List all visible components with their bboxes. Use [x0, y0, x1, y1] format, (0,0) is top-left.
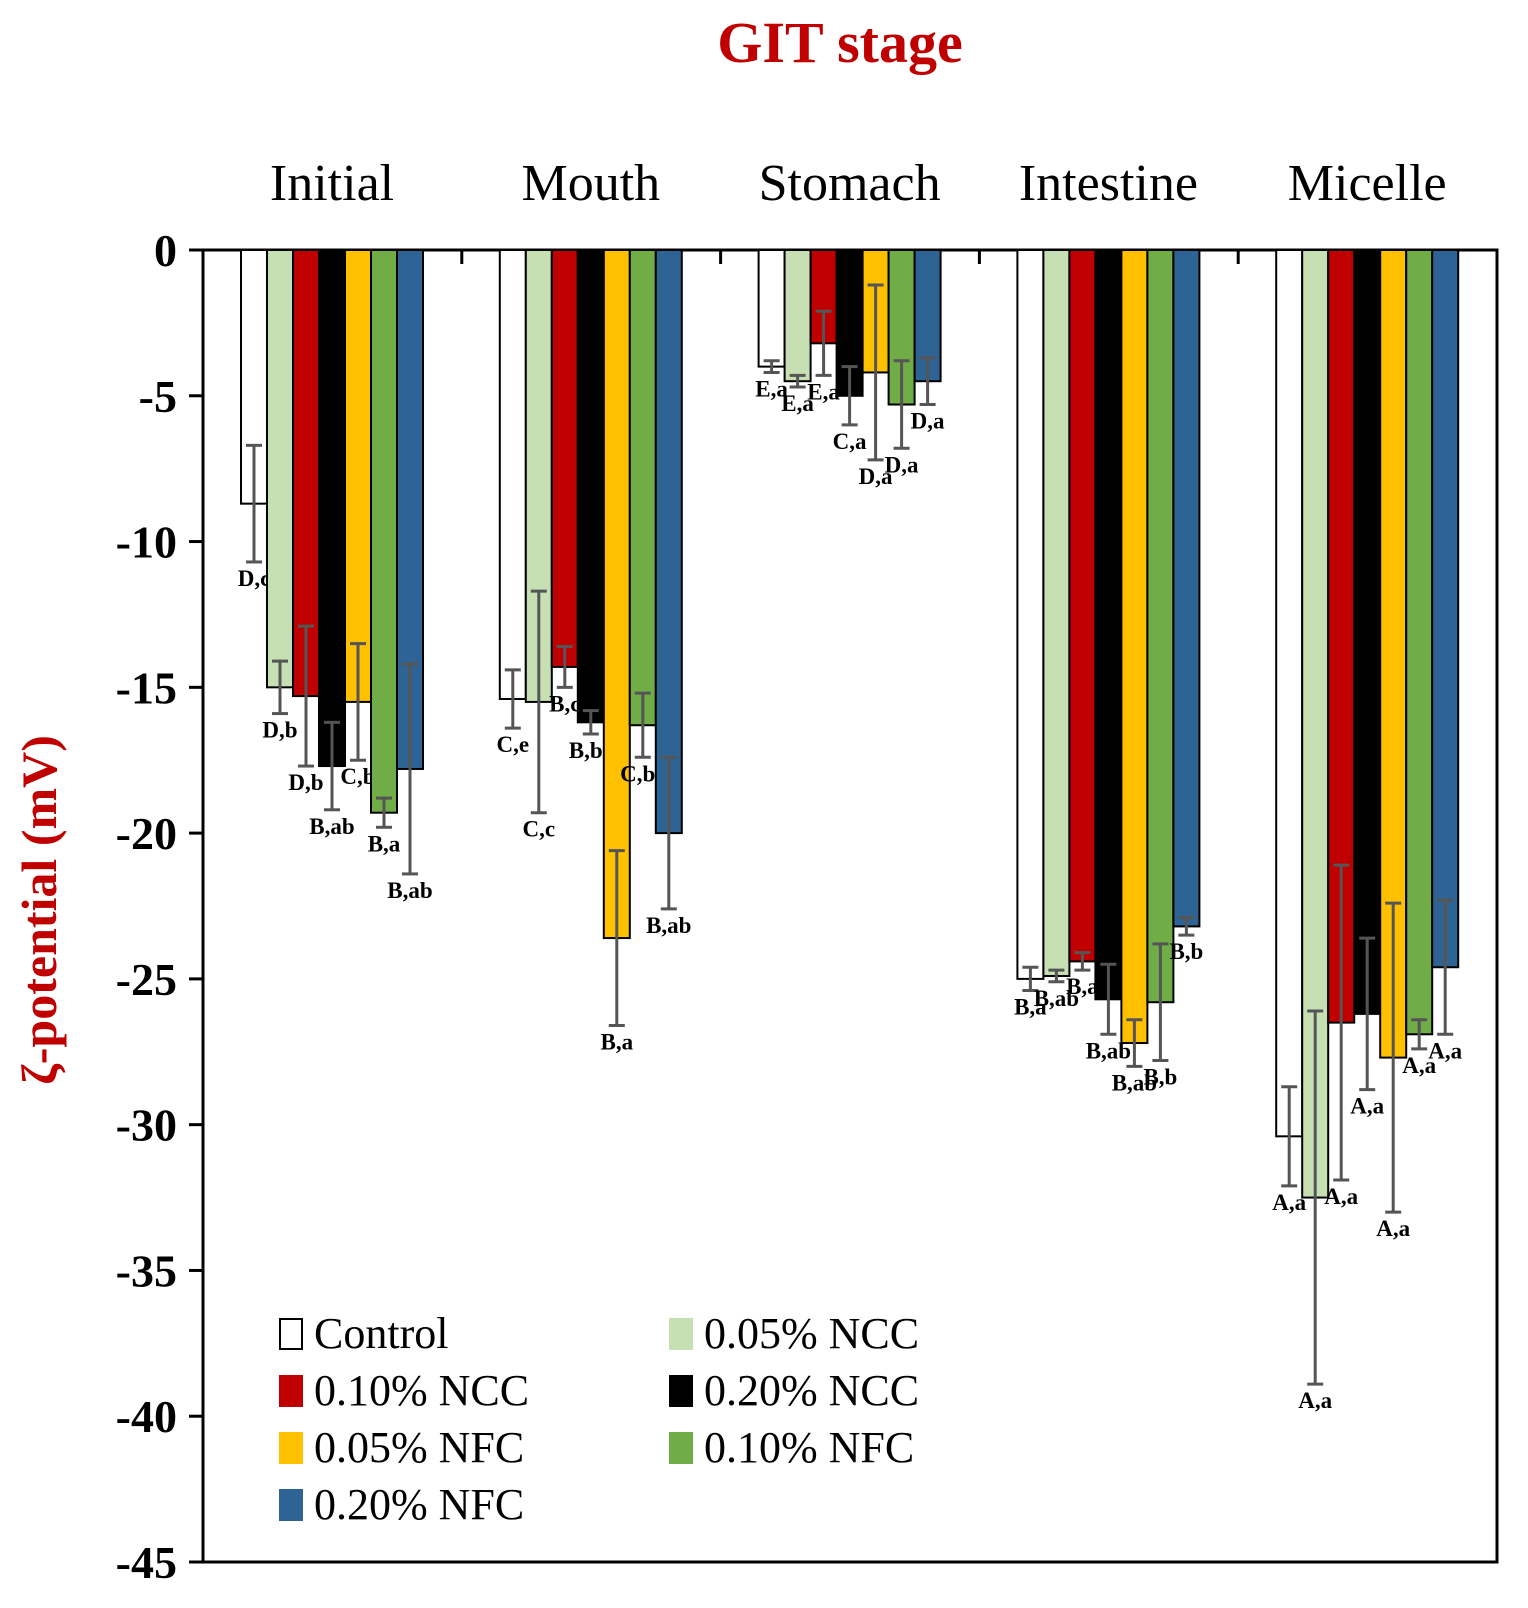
legend-label: 0.20% NCC [704, 1366, 919, 1415]
data-label: E,a [755, 376, 788, 401]
data-label: B,ab [387, 878, 432, 903]
data-label: A,a [1402, 1053, 1436, 1078]
bar [1431, 249, 1460, 969]
data-label: A,a [1298, 1388, 1332, 1413]
y-tick-label: 0 [154, 225, 177, 276]
y-tick-label: -35 [116, 1245, 177, 1296]
data-label: B,ab [1112, 1070, 1157, 1095]
legend-label: Control [314, 1309, 448, 1358]
legend-label: 0.10% NFC [704, 1423, 914, 1472]
legend-label: 0.10% NCC [314, 1366, 529, 1415]
bar [498, 249, 527, 700]
bar [1172, 249, 1201, 928]
y-tick-label: -15 [116, 662, 177, 713]
y-axis-label: ζ-potential (mV) [11, 735, 67, 1085]
bar [602, 249, 631, 940]
bar [550, 249, 579, 668]
data-label: B,b [1143, 1065, 1177, 1090]
legend-swatch [669, 1432, 693, 1464]
data-label: E,a [781, 391, 814, 416]
data-label: A,a [1350, 1094, 1384, 1119]
bar [1275, 249, 1304, 1138]
legend-swatch [279, 1318, 303, 1350]
bar [628, 249, 657, 727]
bar [1016, 249, 1045, 980]
data-label: B,ab [646, 913, 691, 938]
data-label: B,a [1014, 995, 1047, 1020]
data-label: C,b [340, 764, 375, 789]
legend-swatch [669, 1375, 693, 1407]
bar [1094, 249, 1123, 1001]
y-tick-label: -40 [116, 1391, 177, 1442]
data-label: B,a [601, 1030, 634, 1055]
bar [1042, 249, 1071, 977]
bar [757, 249, 786, 368]
category-label: Mouth [521, 155, 660, 212]
bar [1146, 249, 1175, 1004]
bar [266, 249, 294, 689]
data-label: B,ab [1034, 986, 1079, 1011]
data-label: B,a [1066, 974, 1099, 999]
legend-label: 0.05% NCC [704, 1309, 919, 1358]
data-label: D,a [885, 452, 919, 477]
legend-label: 0.05% NFC [314, 1423, 524, 1472]
category-label: Intestine [1019, 155, 1198, 212]
data-label: E,a [807, 379, 840, 404]
y-tick-label: -5 [139, 371, 177, 422]
category-label: Stomach [759, 155, 941, 212]
bar [576, 249, 605, 724]
bar [654, 249, 683, 835]
data-label: D,b [288, 770, 323, 795]
data-label: D,c [238, 566, 271, 591]
data-label: C,a [833, 429, 867, 454]
bar [1353, 249, 1382, 1015]
data-label: A,a [1428, 1038, 1462, 1063]
data-label: B,c [549, 691, 580, 716]
bar [1405, 249, 1434, 1036]
bar [1068, 249, 1097, 963]
bar [370, 249, 398, 814]
data-label: C,c [523, 817, 556, 842]
category-label: Micelle [1288, 155, 1447, 212]
data-label: B,ab [309, 814, 354, 839]
data-label: C,e [497, 732, 530, 757]
bar [344, 249, 372, 703]
legend-swatch [279, 1375, 303, 1407]
data-label: A,a [1376, 1216, 1410, 1241]
data-label: D,a [911, 409, 945, 434]
legend-label: 0.20% NFC [314, 1480, 524, 1529]
bar [318, 249, 346, 768]
legend-swatch [279, 1489, 303, 1521]
data-label: B,a [368, 831, 401, 856]
data-label: D,a [859, 464, 893, 489]
bar [1120, 249, 1149, 1045]
data-label: A,a [1324, 1184, 1358, 1209]
data-label: B,b [1169, 939, 1203, 964]
data-label: D,b [262, 718, 297, 743]
plot-area: 0 -5 -10 -15 -20 -25 -30 -35 -40 -45 Initial D,c D,b… [116, 155, 1499, 1588]
y-tick-label: -10 [116, 517, 177, 568]
y-tick-label: -20 [116, 808, 177, 859]
y-tick-label: -30 [116, 1100, 177, 1151]
chart-title: GIT stage [717, 10, 962, 75]
data-label: A,a [1272, 1190, 1306, 1215]
legend-swatch [279, 1432, 303, 1464]
legend-swatch [669, 1318, 693, 1350]
y-tick-label: -25 [116, 954, 177, 1005]
category-label: Initial [270, 155, 394, 212]
bar [783, 249, 812, 383]
y-tick-label: -45 [116, 1537, 177, 1588]
legend: Control 0.05% NCC 0.10% NCC 0.20% NCC 0.05% … [279, 1309, 919, 1529]
